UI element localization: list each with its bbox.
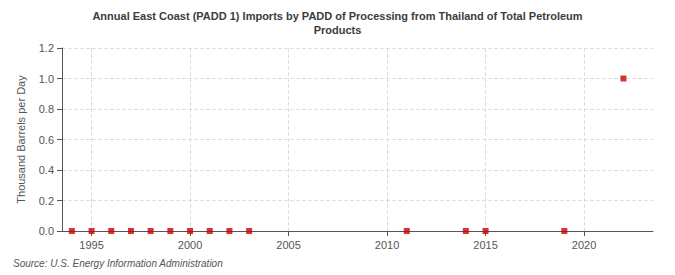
svg-text:Source: U.S. Energy Informatio: Source: U.S. Energy Information Administ… (13, 258, 223, 269)
svg-text:2000: 2000 (178, 239, 202, 251)
svg-text:0.6: 0.6 (39, 134, 54, 146)
svg-text:2005: 2005 (276, 239, 300, 251)
svg-text:Products: Products (314, 24, 362, 36)
svg-text:1995: 1995 (79, 239, 103, 251)
svg-text:Annual East Coast (PADD 1) Imp: Annual East Coast (PADD 1) Imports by PA… (92, 10, 582, 22)
svg-text:0.0: 0.0 (39, 225, 54, 237)
svg-text:1.2: 1.2 (39, 42, 54, 54)
svg-text:2015: 2015 (473, 239, 497, 251)
svg-text:Thousand Barrels per Day: Thousand Barrels per Day (15, 75, 27, 204)
svg-text:2010: 2010 (375, 239, 399, 251)
svg-text:0.4: 0.4 (39, 164, 54, 176)
svg-text:0.8: 0.8 (39, 103, 54, 115)
svg-text:0.2: 0.2 (39, 195, 54, 207)
svg-text:2020: 2020 (572, 239, 596, 251)
svg-text:1.0: 1.0 (39, 73, 54, 85)
